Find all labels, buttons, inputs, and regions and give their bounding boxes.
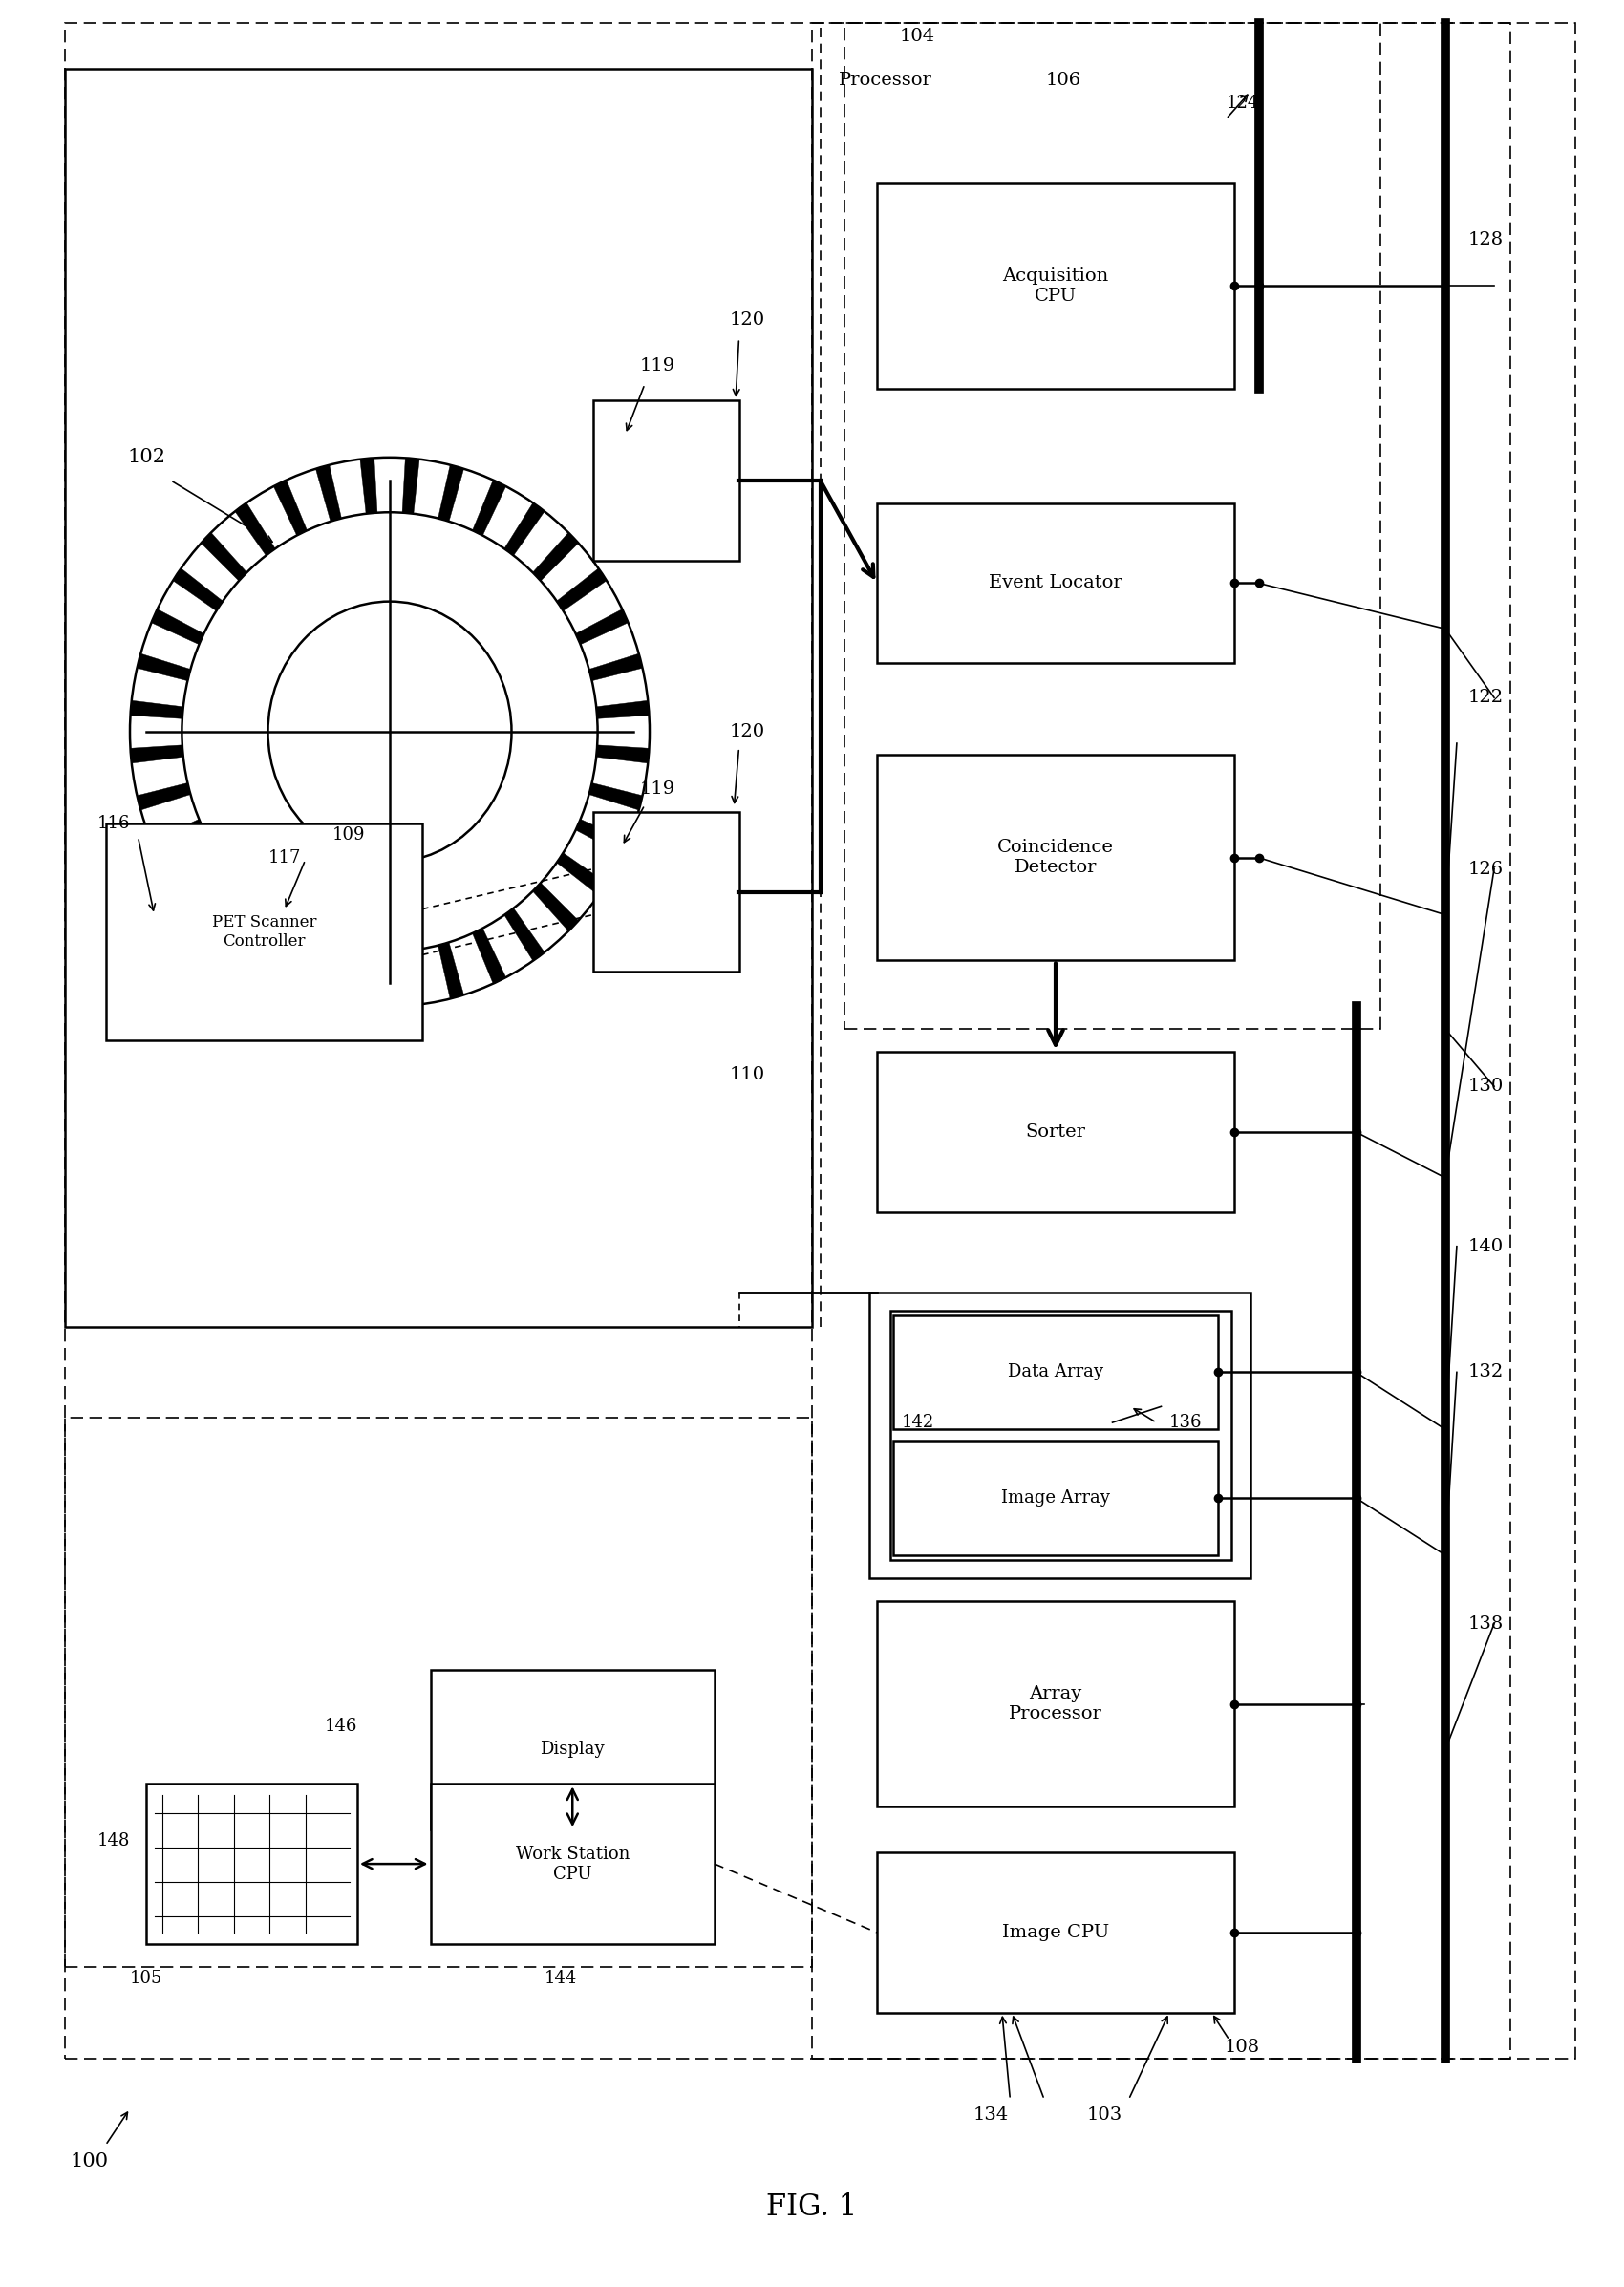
Text: 138: 138 [1468, 1615, 1504, 1633]
Bar [844, 23, 1380, 1029]
Bar [65, 1418, 812, 1967]
Text: 110: 110 [729, 1066, 765, 1084]
Polygon shape [151, 608, 205, 645]
Text: 100: 100 [70, 2152, 109, 2170]
Polygon shape [235, 503, 274, 556]
Text: 148: 148 [97, 1832, 130, 1850]
Text: 134: 134 [973, 2106, 1009, 2125]
Bar [430, 1670, 715, 1830]
Polygon shape [533, 533, 578, 581]
Bar [893, 1315, 1218, 1429]
Text: 124: 124 [1226, 94, 1259, 112]
Bar [877, 1852, 1234, 2013]
Polygon shape [505, 503, 544, 556]
Text: PET Scanner
Controller: PET Scanner Controller [211, 915, 317, 949]
Bar [593, 400, 739, 560]
Polygon shape [136, 782, 190, 810]
Polygon shape [235, 908, 274, 961]
Polygon shape [473, 929, 507, 983]
Polygon shape [361, 457, 377, 515]
Polygon shape [273, 929, 307, 983]
Text: Acquisition
CPU: Acquisition CPU [1002, 268, 1109, 304]
Polygon shape [590, 782, 643, 810]
Bar [877, 183, 1234, 389]
Text: Processor: Processor [838, 71, 932, 89]
Text: 117: 117 [268, 848, 300, 867]
Text: Work Station
CPU: Work Station CPU [515, 1846, 630, 1882]
Polygon shape [151, 819, 205, 855]
Text: Coincidence
Detector: Coincidence Detector [997, 839, 1114, 876]
Text: 130: 130 [1468, 1077, 1504, 1095]
Text: 136: 136 [1169, 1413, 1202, 1432]
Polygon shape [403, 457, 419, 515]
Text: Event Locator: Event Locator [989, 574, 1122, 592]
Polygon shape [575, 819, 628, 855]
Bar [877, 755, 1234, 961]
Bar [893, 1441, 1218, 1555]
Bar [869, 1292, 1250, 1578]
Polygon shape [505, 908, 544, 961]
Polygon shape [315, 464, 341, 521]
Text: 122: 122 [1468, 688, 1504, 707]
Text: 144: 144 [544, 1969, 577, 1987]
Text: 116: 116 [97, 814, 130, 832]
Text: Data Array: Data Array [1009, 1363, 1103, 1381]
Polygon shape [438, 942, 464, 999]
Text: FIG. 1: FIG. 1 [767, 2193, 857, 2221]
Text: 109: 109 [333, 826, 365, 844]
Text: 104: 104 [900, 27, 935, 46]
Text: 120: 120 [729, 723, 765, 741]
Text: 132: 132 [1468, 1363, 1504, 1381]
Bar [106, 823, 422, 1041]
Polygon shape [596, 746, 650, 764]
Polygon shape [403, 949, 419, 1006]
Polygon shape [201, 883, 247, 931]
Text: Array
Processor: Array Processor [1009, 1686, 1103, 1722]
Bar [877, 1601, 1234, 1807]
Polygon shape [201, 533, 247, 581]
Text: 105: 105 [130, 1969, 162, 1987]
Polygon shape [172, 853, 222, 894]
Polygon shape [273, 480, 307, 535]
Text: 146: 146 [325, 1718, 357, 1736]
Text: 106: 106 [1046, 71, 1082, 89]
Polygon shape [172, 569, 222, 611]
Text: 142: 142 [901, 1413, 934, 1432]
Polygon shape [136, 654, 190, 682]
Polygon shape [361, 949, 377, 1006]
Polygon shape [438, 464, 464, 521]
Polygon shape [473, 480, 507, 535]
Text: Image Array: Image Array [1002, 1489, 1109, 1507]
Polygon shape [533, 883, 578, 931]
Bar [65, 23, 1575, 2058]
Text: Image CPU: Image CPU [1002, 1923, 1109, 1942]
Bar [890, 1310, 1231, 1560]
Polygon shape [575, 608, 628, 645]
Bar [593, 812, 739, 972]
Text: Sorter: Sorter [1026, 1123, 1085, 1141]
Text: 140: 140 [1468, 1237, 1504, 1256]
Text: 108: 108 [1224, 2038, 1260, 2056]
Text: 119: 119 [640, 780, 676, 798]
Text: 120: 120 [729, 311, 765, 329]
Text: 102: 102 [127, 448, 166, 467]
Polygon shape [557, 569, 607, 611]
Text: 128: 128 [1468, 231, 1504, 249]
Text: 126: 126 [1468, 860, 1504, 878]
Bar [812, 23, 1510, 2058]
Bar [877, 503, 1234, 663]
Bar [430, 1784, 715, 1944]
Polygon shape [315, 942, 341, 999]
Bar [65, 69, 812, 1326]
Polygon shape [130, 746, 184, 764]
Polygon shape [596, 700, 650, 718]
Polygon shape [130, 700, 184, 718]
Text: Display: Display [541, 1740, 604, 1759]
Bar [877, 1052, 1234, 1212]
Bar [146, 1784, 357, 1944]
Polygon shape [590, 654, 643, 682]
Polygon shape [557, 853, 607, 894]
Text: 119: 119 [640, 357, 676, 375]
Text: 103: 103 [1086, 2106, 1122, 2125]
